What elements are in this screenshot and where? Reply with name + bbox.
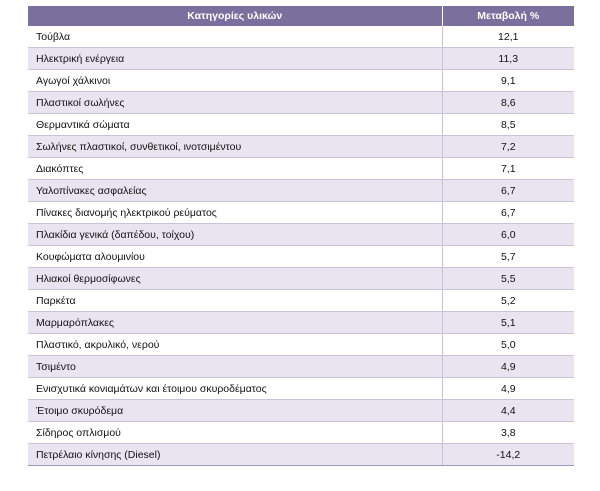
table-row: Έτοιμο σκυρόδεμα 4,4	[28, 399, 574, 422]
table-row: Κουφώματα αλουμινίου 5,7	[28, 245, 574, 268]
column-header-change: Μεταβολή %	[442, 6, 574, 26]
material-category-cell: Σωλήνες πλαστικοί, συνθετικοί, ινοτσιμέν…	[28, 135, 443, 158]
table-row: Πλακίδια γενικά (δαπέδου, τοίχου) 6,0	[28, 223, 574, 246]
percent-change-cell: 11,3	[442, 47, 574, 70]
column-header-category: Κατηγορίες υλικών	[28, 6, 443, 26]
table-row: Σωλήνες πλαστικοί, συνθετικοί, ινοτσιμέν…	[28, 135, 574, 158]
percent-change-cell: 7,2	[442, 135, 574, 158]
material-category-cell: Πλαστικοί σωλήνες	[28, 91, 443, 114]
table-row: Παρκέτα 5,2	[28, 289, 574, 312]
table-body: Τούβλα 12,1 Ηλεκτρική ενέργεια 11,3 Αγωγοί χ…	[28, 26, 574, 466]
percent-change-cell: 9,1	[442, 69, 574, 92]
table-row: Ηλιακοί θερμοσίφωνες 5,5	[28, 267, 574, 290]
percent-change-cell: 6,0	[442, 223, 574, 246]
material-category-cell: Παρκέτα	[28, 289, 443, 312]
data-table: Κατηγορίες υλικών Μεταβολή % Τούβλα 12,1 Η…	[28, 6, 574, 466]
material-category-cell: Πετρέλαιο κίνησης (Diesel)	[28, 443, 443, 466]
percent-change-cell: 6,7	[442, 201, 574, 224]
percent-change-cell: 5,1	[442, 311, 574, 334]
table-row: Αγωγοί χάλκινοι 9,1	[28, 69, 574, 92]
table-row: Σίδηρος οπλισμού 3,8	[28, 421, 574, 444]
material-category-cell: Κουφώματα αλουμινίου	[28, 245, 443, 268]
table-row: Υαλοπίνακες ασφαλείας 6,7	[28, 179, 574, 202]
table-row: Διακόπτες 7,1	[28, 157, 574, 180]
header-row: Κατηγορίες υλικών Μεταβολή %	[28, 6, 574, 26]
material-category-cell: Διακόπτες	[28, 157, 443, 180]
table-row: Τούβλα 12,1	[28, 26, 574, 48]
material-category-cell: Ηλεκτρική ενέργεια	[28, 47, 443, 70]
percent-change-cell: 4,9	[442, 377, 574, 400]
material-category-cell: Τσιμέντο	[28, 355, 443, 378]
percent-change-cell: 5,5	[442, 267, 574, 290]
percent-change-cell: 5,7	[442, 245, 574, 268]
material-category-cell: Πλαστικό, ακρυλικό, νερού	[28, 333, 443, 356]
material-category-cell: Τούβλα	[28, 26, 443, 48]
material-category-cell: Πλακίδια γενικά (δαπέδου, τοίχου)	[28, 223, 443, 246]
percent-change-cell: 4,4	[442, 399, 574, 422]
material-category-cell: Μαρμαρόπλακες	[28, 311, 443, 334]
material-category-cell: Έτοιμο σκυρόδεμα	[28, 399, 443, 422]
percent-change-cell: 8,6	[442, 91, 574, 114]
material-category-cell: Θερμαντικά σώματα	[28, 113, 443, 136]
table-row: Τσιμέντο 4,9	[28, 355, 574, 378]
table-row: Θερμαντικά σώματα 8,5	[28, 113, 574, 136]
percent-change-cell: 7,1	[442, 157, 574, 180]
material-category-cell: Αγωγοί χάλκινοι	[28, 69, 443, 92]
percent-change-cell: 6,7	[442, 179, 574, 202]
percent-change-cell: 8,5	[442, 113, 574, 136]
table-row: Πλαστικοί σωλήνες 8,6	[28, 91, 574, 114]
percent-change-cell: 12,1	[442, 26, 574, 48]
percent-change-cell: -14,2	[442, 443, 574, 466]
material-category-cell: Υαλοπίνακες ασφαλείας	[28, 179, 443, 202]
table-row: Πίνακες διανομής ηλεκτρικού ρεύματος 6,7	[28, 201, 574, 224]
percent-change-cell: 5,2	[442, 289, 574, 312]
table-row: Μαρμαρόπλακες 5,1	[28, 311, 574, 334]
table-row: Πλαστικό, ακρυλικό, νερού 5,0	[28, 333, 574, 356]
percent-change-cell: 4,9	[442, 355, 574, 378]
table-row: Πετρέλαιο κίνησης (Diesel) -14,2	[28, 443, 574, 466]
table-row: Ηλεκτρική ενέργεια 11,3	[28, 47, 574, 70]
material-category-cell: Ηλιακοί θερμοσίφωνες	[28, 267, 443, 290]
material-category-cell: Πίνακες διανομής ηλεκτρικού ρεύματος	[28, 201, 443, 224]
percent-change-cell: 3,8	[442, 421, 574, 444]
material-category-cell: Ενισχυτικά κονιαμάτων και έτοιμου σκυροδ…	[28, 377, 443, 400]
percent-change-cell: 5,0	[442, 333, 574, 356]
table-row: Ενισχυτικά κονιαμάτων και έτοιμου σκυροδ…	[28, 377, 574, 400]
materials-price-change-table: Κατηγορίες υλικών Μεταβολή % Τούβλα 12,1 Η…	[28, 6, 574, 466]
material-category-cell: Σίδηρος οπλισμού	[28, 421, 443, 444]
